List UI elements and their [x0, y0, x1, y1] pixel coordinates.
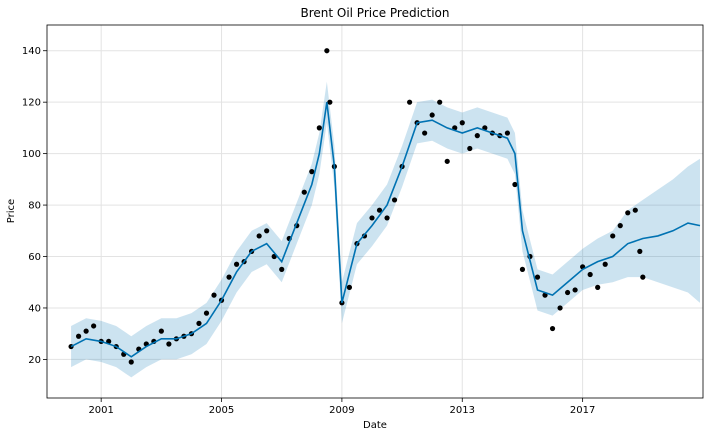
- observed-point: [226, 274, 232, 280]
- observed-point: [602, 261, 608, 267]
- observed-point: [504, 130, 510, 136]
- observed-point: [444, 158, 450, 164]
- observed-point: [369, 215, 375, 221]
- observed-point: [512, 181, 518, 188]
- forecast-line: [70, 102, 701, 358]
- observed-point: [422, 130, 428, 136]
- observed-point: [128, 359, 134, 365]
- observed-point: [264, 228, 270, 234]
- observed-point: [279, 266, 285, 272]
- chart-title: Brent Oil Price Prediction: [300, 6, 449, 20]
- y-tick-label: 60: [28, 252, 41, 263]
- observed-point: [384, 215, 390, 221]
- observed-point: [637, 248, 643, 254]
- observed-point: [407, 99, 413, 105]
- observed-point: [301, 189, 307, 195]
- observed-point: [617, 223, 623, 229]
- plot-border: [46, 24, 704, 399]
- observed-point: [346, 284, 353, 290]
- x-axis-label: Date: [363, 420, 387, 431]
- observed-point: [166, 341, 172, 347]
- observed-point: [467, 145, 473, 152]
- observed-point: [196, 320, 202, 326]
- observed-point: [519, 266, 526, 272]
- observed-point: [564, 289, 571, 296]
- y-tick-label: 80: [28, 201, 41, 212]
- x-tick-label: 2017: [570, 405, 595, 416]
- observed-point: [534, 274, 541, 280]
- observed-point: [640, 274, 646, 280]
- observed-point: [572, 287, 578, 293]
- grid-lines: [47, 25, 703, 398]
- y-tick-label: 20: [28, 355, 41, 366]
- observed-point: [324, 48, 330, 54]
- x-tick-label: 2013: [450, 405, 475, 416]
- y-tick-label: 140: [22, 46, 41, 57]
- uncertainty-interval-band: [71, 81, 700, 378]
- observed-point: [587, 271, 593, 278]
- observed-point: [211, 292, 217, 298]
- observed-point: [316, 125, 322, 131]
- observed-point: [549, 325, 556, 332]
- observed-point: [256, 233, 262, 239]
- observed-point: [83, 328, 89, 334]
- observed-point: [437, 99, 443, 105]
- observed-point: [632, 207, 638, 213]
- observed-point: [158, 328, 164, 334]
- y-axis-label: Price: [6, 199, 17, 223]
- observed-point: [474, 133, 480, 139]
- observed-point: [91, 323, 97, 329]
- forecast-line-layer: [70, 102, 701, 358]
- observed-point: [233, 261, 240, 267]
- observed-point: [625, 210, 631, 216]
- observed-point: [557, 305, 563, 311]
- observed-point: [327, 99, 333, 105]
- x-tick-label: 2001: [88, 405, 113, 416]
- observed-point: [610, 233, 616, 239]
- y-tick-label: 120: [22, 98, 41, 109]
- observed-point: [429, 112, 435, 118]
- observed-point: [309, 169, 315, 175]
- observed-point: [203, 310, 210, 316]
- y-tick-label: 100: [22, 149, 41, 160]
- axes: 2001 2005 2009 2013 2017 20 40 60 80 100 120 140: [22, 24, 704, 416]
- x-tick-label: 2009: [329, 405, 354, 416]
- uncertainty-band-layer: [71, 81, 700, 378]
- x-tick-label: 2005: [209, 405, 234, 416]
- observed-point: [595, 284, 601, 290]
- plot-area: [47, 25, 703, 398]
- observed-point: [376, 207, 383, 213]
- y-tick-label: 40: [28, 303, 41, 314]
- observed-point: [459, 120, 465, 126]
- observed-point: [391, 197, 398, 203]
- observed-point: [76, 333, 82, 339]
